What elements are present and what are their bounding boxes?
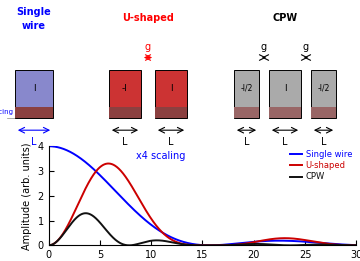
U-shaped (178, 242, 182, 245)
Text: g: g (145, 42, 151, 52)
Text: L: L (168, 137, 174, 147)
Bar (109, 108, 141, 118)
Bar (234, 108, 259, 118)
U-shaped (348, 244, 352, 247)
Text: Single: Single (17, 7, 51, 17)
Line: Single wire: Single wire (49, 146, 356, 245)
Text: x4 scaling: x4 scaling (136, 151, 185, 161)
Legend: Single wire, U-shaped, CPW: Single wire, U-shaped, CPW (290, 150, 352, 181)
Text: spacing: spacing (0, 109, 14, 115)
Text: L: L (282, 137, 288, 147)
Text: L: L (31, 137, 37, 147)
Text: L: L (122, 137, 128, 147)
Text: -I/2: -I/2 (317, 84, 330, 93)
Bar (269, 70, 301, 118)
Single wire (82, 159, 86, 162)
Single wire (208, 244, 212, 247)
U-shaped (165, 235, 169, 238)
Text: g: g (261, 42, 267, 52)
Line: U-shaped: U-shaped (49, 163, 356, 245)
Single wire (46, 145, 51, 148)
Text: g: g (303, 42, 309, 52)
Text: -I/2: -I/2 (240, 84, 253, 93)
Single wire (100, 176, 104, 179)
U-shaped (354, 244, 359, 247)
U-shaped (46, 244, 51, 247)
Single wire (348, 243, 352, 246)
CPW (84, 212, 88, 215)
Single wire (165, 233, 169, 236)
Single wire (178, 239, 182, 242)
Bar (234, 70, 259, 118)
CPW (178, 242, 182, 245)
Y-axis label: Amplitude (arb. units): Amplitude (arb. units) (22, 142, 32, 250)
CPW (165, 240, 169, 243)
Bar (155, 108, 187, 118)
U-shaped (315, 241, 319, 244)
Text: I: I (33, 84, 35, 93)
Bar (15, 70, 53, 118)
Bar (15, 108, 53, 118)
Line: CPW: CPW (49, 213, 356, 245)
Single wire (354, 244, 359, 247)
Text: L: L (321, 137, 326, 147)
Bar (269, 108, 301, 118)
Bar (311, 108, 336, 118)
Text: -I: -I (122, 84, 128, 93)
CPW (46, 244, 51, 247)
CPW (82, 212, 86, 215)
Bar (311, 70, 336, 118)
Single wire (315, 241, 319, 244)
CPW (100, 223, 104, 227)
Text: wire: wire (22, 21, 46, 31)
Text: L: L (244, 137, 249, 147)
Bar (109, 70, 141, 118)
Text: CPW: CPW (273, 13, 298, 23)
Bar (155, 70, 187, 118)
Text: I: I (284, 84, 286, 93)
U-shaped (106, 162, 111, 165)
Text: U-shaped: U-shaped (122, 13, 174, 23)
CPW (315, 243, 319, 246)
CPW (354, 244, 359, 247)
CPW (348, 244, 352, 247)
U-shaped (100, 164, 104, 167)
U-shaped (82, 191, 86, 194)
Text: I: I (170, 84, 172, 93)
